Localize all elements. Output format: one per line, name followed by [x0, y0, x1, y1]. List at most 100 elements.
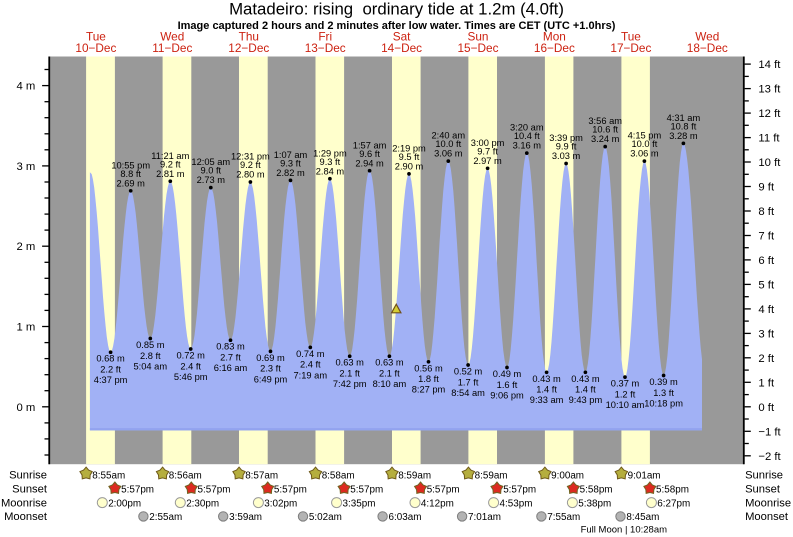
svg-text:5:02am: 5:02am	[309, 512, 342, 523]
svg-text:9.0 ft: 9.0 ft	[200, 166, 221, 176]
svg-text:2.90 m: 2.90 m	[395, 162, 424, 172]
svg-text:8:27 pm: 8:27 pm	[412, 385, 446, 395]
svg-text:10−Dec: 10−Dec	[75, 41, 116, 55]
svg-text:3:02pm: 3:02pm	[264, 499, 297, 510]
svg-text:0.39 m: 0.39 m	[649, 377, 678, 387]
svg-text:9.3 ft: 9.3 ft	[280, 159, 301, 169]
svg-text:8.8 ft: 8.8 ft	[120, 169, 141, 179]
svg-text:1.2 ft: 1.2 ft	[615, 389, 636, 399]
svg-text:2.7 ft: 2.7 ft	[220, 353, 241, 363]
svg-text:2.1 ft: 2.1 ft	[339, 369, 360, 379]
svg-text:1:07 am: 1:07 am	[274, 150, 308, 160]
svg-text:Sun: Sun	[468, 30, 489, 44]
svg-text:4:31 am: 4:31 am	[667, 113, 701, 123]
svg-text:6:16 am: 6:16 am	[214, 363, 248, 373]
svg-text:Wed: Wed	[160, 30, 184, 44]
svg-text:8:54 am: 8:54 am	[451, 388, 485, 398]
svg-text:1:29 pm: 1:29 pm	[313, 148, 347, 158]
svg-text:−1 ft: −1 ft	[758, 426, 781, 438]
svg-text:3.03 m: 3.03 m	[552, 151, 581, 161]
svg-text:3.06 m: 3.06 m	[434, 149, 463, 159]
svg-text:1.7 ft: 1.7 ft	[458, 377, 479, 387]
svg-text:0.69 m: 0.69 m	[256, 353, 285, 363]
svg-text:2.97 m: 2.97 m	[473, 156, 502, 166]
svg-text:10:55 pm: 10:55 pm	[111, 160, 150, 170]
svg-text:3.28 m: 3.28 m	[669, 131, 698, 141]
svg-text:16−Dec: 16−Dec	[534, 41, 575, 55]
svg-text:5:38pm: 5:38pm	[578, 499, 611, 510]
svg-text:Moonset: Moonset	[745, 511, 789, 523]
svg-text:3:00 pm: 3:00 pm	[471, 138, 505, 148]
svg-text:5:57pm: 5:57pm	[198, 485, 231, 496]
svg-text:12:31 pm: 12:31 pm	[231, 152, 270, 162]
svg-text:2.4 ft: 2.4 ft	[180, 361, 201, 371]
svg-text:Moonrise: Moonrise	[1, 498, 47, 510]
svg-text:2.73 m: 2.73 m	[197, 175, 226, 185]
svg-text:2.4 ft: 2.4 ft	[300, 360, 321, 370]
svg-text:−2 ft: −2 ft	[758, 451, 781, 463]
svg-text:4:53pm: 4:53pm	[500, 499, 533, 510]
svg-text:9:06 pm: 9:06 pm	[490, 390, 524, 400]
svg-text:4:37 pm: 4:37 pm	[94, 375, 128, 385]
svg-text:12:05 am: 12:05 am	[191, 157, 230, 167]
svg-text:5:46 pm: 5:46 pm	[174, 372, 208, 382]
svg-text:10.8 ft: 10.8 ft	[670, 122, 696, 132]
svg-text:Mon: Mon	[543, 30, 566, 44]
svg-text:5:57pm: 5:57pm	[350, 485, 383, 496]
svg-text:2.82 m: 2.82 m	[276, 168, 305, 178]
svg-text:2:00pm: 2:00pm	[108, 499, 141, 510]
svg-text:8:45am: 8:45am	[626, 512, 659, 523]
svg-text:10.0 ft: 10.0 ft	[435, 139, 461, 149]
svg-text:8:10 am: 8:10 am	[373, 379, 407, 389]
svg-text:7:01am: 7:01am	[468, 512, 501, 523]
svg-text:0.85 m: 0.85 m	[136, 340, 165, 350]
svg-text:3.24 m: 3.24 m	[591, 134, 620, 144]
svg-text:Tue: Tue	[86, 30, 106, 44]
svg-text:Sunset: Sunset	[12, 484, 48, 496]
svg-text:1.3 ft: 1.3 ft	[653, 388, 674, 398]
svg-text:0.63 m: 0.63 m	[335, 358, 364, 368]
svg-text:Moonset: Moonset	[4, 511, 48, 523]
svg-text:1:57 am: 1:57 am	[353, 140, 387, 150]
svg-text:9:00am: 9:00am	[551, 470, 584, 481]
svg-text:1.4 ft: 1.4 ft	[536, 385, 557, 395]
svg-text:0.83 m: 0.83 m	[216, 342, 245, 352]
svg-text:3:56 am: 3:56 am	[588, 116, 622, 126]
svg-text:7 ft: 7 ft	[758, 231, 775, 243]
svg-text:2.80 m: 2.80 m	[236, 170, 265, 180]
svg-text:0.43 m: 0.43 m	[571, 374, 600, 384]
svg-text:0.43 m: 0.43 m	[532, 374, 561, 384]
svg-text:6:49 pm: 6:49 pm	[254, 374, 288, 384]
svg-text:0.72 m: 0.72 m	[176, 351, 205, 361]
svg-text:Image captured 2 hours and 2 m: Image captured 2 hours and 2 minutes aft…	[178, 20, 616, 32]
svg-text:0 m: 0 m	[16, 402, 35, 414]
svg-text:18−Dec: 18−Dec	[687, 41, 728, 55]
svg-text:2.1 ft: 2.1 ft	[379, 369, 400, 379]
svg-text:12−Dec: 12−Dec	[228, 41, 269, 55]
svg-text:9.7 ft: 9.7 ft	[477, 146, 498, 156]
svg-text:12 ft: 12 ft	[758, 108, 781, 120]
svg-text:1.6 ft: 1.6 ft	[497, 380, 518, 390]
svg-text:Wed: Wed	[695, 30, 719, 44]
svg-text:13−Dec: 13−Dec	[305, 41, 346, 55]
svg-text:3.06 m: 3.06 m	[630, 149, 659, 159]
svg-text:7:55am: 7:55am	[547, 512, 580, 523]
svg-text:5:57pm: 5:57pm	[121, 485, 154, 496]
svg-text:0.56 m: 0.56 m	[414, 363, 443, 373]
svg-text:2:30pm: 2:30pm	[186, 499, 219, 510]
svg-text:10 ft: 10 ft	[758, 157, 781, 169]
svg-text:2.3 ft: 2.3 ft	[260, 364, 281, 374]
svg-text:13 ft: 13 ft	[758, 84, 781, 96]
svg-text:2:55am: 2:55am	[149, 512, 182, 523]
svg-text:7:42 pm: 7:42 pm	[333, 379, 367, 389]
svg-text:11:21 am: 11:21 am	[151, 151, 189, 161]
svg-text:8:56am: 8:56am	[169, 470, 202, 481]
svg-text:9.2 ft: 9.2 ft	[160, 159, 181, 169]
svg-text:Thu: Thu	[239, 30, 259, 44]
svg-text:Full Moon | 10:28am: Full Moon | 10:28am	[581, 525, 668, 536]
svg-text:5:57pm: 5:57pm	[274, 485, 307, 496]
svg-text:9 ft: 9 ft	[758, 182, 775, 194]
svg-text:9.5 ft: 9.5 ft	[399, 152, 420, 162]
svg-text:Sunrise: Sunrise	[9, 469, 47, 481]
svg-text:5:04 am: 5:04 am	[134, 361, 168, 371]
